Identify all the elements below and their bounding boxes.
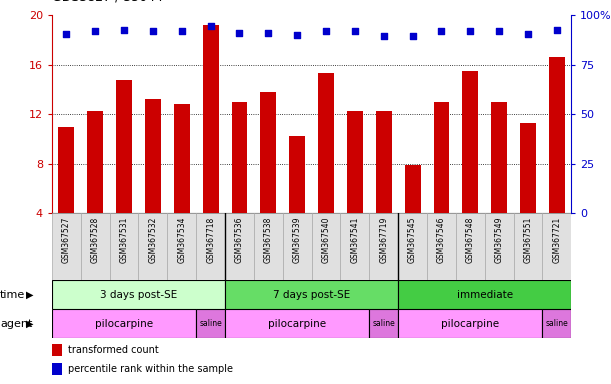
- Bar: [434, 102, 449, 213]
- Bar: [398, 309, 543, 338]
- Text: ▶: ▶: [26, 290, 33, 300]
- Bar: [196, 309, 225, 338]
- Point: [148, 28, 158, 35]
- Text: ▶: ▶: [26, 318, 33, 329]
- Text: pilocarpine: pilocarpine: [441, 318, 499, 329]
- Point: [119, 27, 129, 33]
- Text: saline: saline: [372, 319, 395, 328]
- Text: GSM367531: GSM367531: [120, 217, 128, 263]
- Text: GSM367548: GSM367548: [466, 217, 475, 263]
- Text: GSM367719: GSM367719: [379, 217, 388, 263]
- Bar: [543, 213, 571, 280]
- Text: GSM367539: GSM367539: [293, 217, 302, 263]
- Bar: [463, 71, 478, 213]
- Point: [62, 31, 71, 37]
- Text: GSM367536: GSM367536: [235, 217, 244, 263]
- Text: GSM367527: GSM367527: [62, 217, 71, 263]
- Bar: [232, 102, 247, 213]
- Bar: [543, 309, 571, 338]
- Bar: [254, 213, 283, 280]
- Bar: [369, 213, 398, 280]
- Bar: [225, 309, 369, 338]
- Text: GSM367538: GSM367538: [264, 217, 273, 263]
- Bar: [456, 213, 485, 280]
- Bar: [174, 104, 189, 213]
- Bar: [347, 111, 363, 213]
- Point: [321, 28, 331, 35]
- Text: GSM367532: GSM367532: [148, 217, 158, 263]
- Bar: [312, 213, 340, 280]
- Text: GSM367718: GSM367718: [206, 217, 215, 263]
- Point: [379, 33, 389, 40]
- Text: GSM367540: GSM367540: [321, 217, 331, 263]
- Point: [408, 33, 417, 40]
- Bar: [52, 309, 196, 338]
- Bar: [52, 344, 62, 356]
- Bar: [260, 92, 276, 213]
- Text: GSM367545: GSM367545: [408, 217, 417, 263]
- Bar: [52, 213, 81, 280]
- Text: percentile rank within the sample: percentile rank within the sample: [68, 364, 233, 374]
- Bar: [59, 127, 75, 213]
- Text: saline: saline: [199, 319, 222, 328]
- Point: [437, 28, 447, 35]
- Bar: [145, 99, 161, 213]
- Bar: [167, 213, 196, 280]
- Text: saline: saline: [546, 319, 568, 328]
- Point: [350, 28, 360, 35]
- Text: GSM367541: GSM367541: [350, 217, 359, 263]
- Bar: [376, 111, 392, 213]
- Bar: [520, 123, 536, 213]
- Bar: [398, 280, 571, 309]
- Text: 7 days post-SE: 7 days post-SE: [273, 290, 350, 300]
- Point: [523, 31, 533, 37]
- Bar: [225, 213, 254, 280]
- Bar: [549, 57, 565, 213]
- Point: [466, 28, 475, 35]
- Text: GSM367534: GSM367534: [177, 217, 186, 263]
- Text: GSM367528: GSM367528: [90, 217, 100, 263]
- Text: immediate: immediate: [456, 290, 513, 300]
- Text: GDS3827 / 35044: GDS3827 / 35044: [52, 0, 163, 4]
- Bar: [491, 102, 507, 213]
- Text: 3 days post-SE: 3 days post-SE: [100, 290, 177, 300]
- Bar: [109, 213, 139, 280]
- Point: [206, 23, 216, 30]
- Point: [552, 27, 562, 33]
- Bar: [87, 111, 103, 213]
- Point: [494, 28, 504, 35]
- Bar: [398, 213, 427, 280]
- Bar: [196, 213, 225, 280]
- Text: transformed count: transformed count: [68, 345, 158, 355]
- Text: pilocarpine: pilocarpine: [268, 318, 326, 329]
- Point: [177, 28, 187, 35]
- Text: GSM367549: GSM367549: [495, 217, 503, 263]
- Bar: [427, 213, 456, 280]
- Bar: [225, 280, 398, 309]
- Bar: [485, 213, 514, 280]
- Point: [90, 28, 100, 35]
- Bar: [203, 25, 219, 213]
- Text: GSM367721: GSM367721: [552, 217, 562, 263]
- Bar: [52, 280, 225, 309]
- Bar: [116, 79, 132, 213]
- Text: pilocarpine: pilocarpine: [95, 318, 153, 329]
- Point: [235, 30, 244, 36]
- Bar: [340, 213, 369, 280]
- Bar: [81, 213, 109, 280]
- Bar: [139, 213, 167, 280]
- Bar: [514, 213, 543, 280]
- Bar: [52, 363, 62, 375]
- Text: time: time: [0, 290, 25, 300]
- Text: GSM367551: GSM367551: [524, 217, 533, 263]
- Text: agent: agent: [0, 318, 32, 329]
- Point: [263, 30, 273, 36]
- Bar: [369, 309, 398, 338]
- Point: [292, 32, 302, 38]
- Bar: [289, 136, 305, 213]
- Bar: [404, 165, 420, 213]
- Text: GSM367546: GSM367546: [437, 217, 446, 263]
- Bar: [283, 213, 312, 280]
- Bar: [318, 73, 334, 213]
